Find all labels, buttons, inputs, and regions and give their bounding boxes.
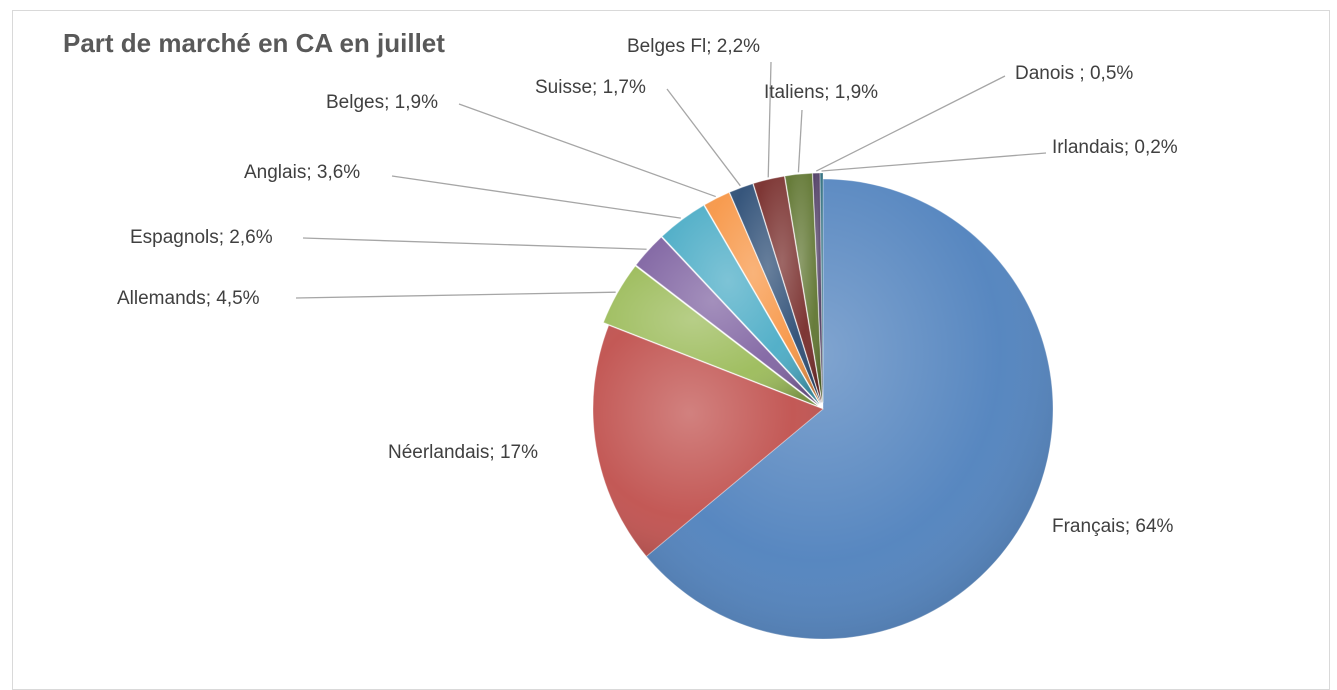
pie-slice-shading: [603, 266, 818, 407]
pie-slice-shading: [820, 173, 823, 404]
leader-line: [458, 103, 716, 198]
leader-line: [666, 88, 741, 187]
leader-line: [815, 75, 1006, 172]
chart-title: Part de marché en CA en juillet: [63, 28, 445, 58]
leader-line: [295, 291, 616, 299]
leader-line: [821, 152, 1047, 172]
pie-slices: [592, 172, 1054, 640]
pie-chart: Français; 64% Néerlandais; 17% Allemands; …: [117, 36, 1178, 640]
data-label: Belges Fl; 2,2%: [627, 36, 760, 57]
pie-slice-shading: [636, 237, 819, 405]
data-label: Français; 64%: [1052, 516, 1174, 537]
data-label: Danois ; 0,5%: [1015, 63, 1133, 84]
data-label: Néerlandais; 17%: [388, 442, 538, 463]
pie-slice-shading: [785, 173, 823, 404]
data-label: Suisse; 1,7%: [535, 77, 646, 98]
pie-slice-shading: [812, 173, 823, 404]
data-label: Anglais; 3,6%: [244, 162, 360, 183]
pie-slice-shading: [753, 176, 822, 404]
leader-line: [767, 61, 772, 178]
pie-slice-shading: [646, 179, 1053, 639]
leader-line: [391, 175, 681, 219]
pie-slice-shading: [729, 183, 821, 404]
data-label: Espagnols; 2,6%: [130, 227, 273, 248]
pie-slice-shading: [593, 325, 823, 557]
data-label: Irlandais; 0,2%: [1052, 137, 1178, 158]
data-labels: Français; 64% Néerlandais; 17% Allemands; …: [117, 36, 1178, 537]
data-label: Allemands; 4,5%: [117, 288, 260, 309]
data-label: Belges; 1,9%: [326, 92, 438, 113]
data-label: Italiens; 1,9%: [764, 82, 878, 103]
pie-slice-shading: [704, 192, 821, 404]
pie-slice-shading: [662, 205, 820, 405]
leader-lines: [295, 61, 1047, 299]
leader-line: [302, 237, 647, 250]
leader-line: [797, 109, 803, 173]
